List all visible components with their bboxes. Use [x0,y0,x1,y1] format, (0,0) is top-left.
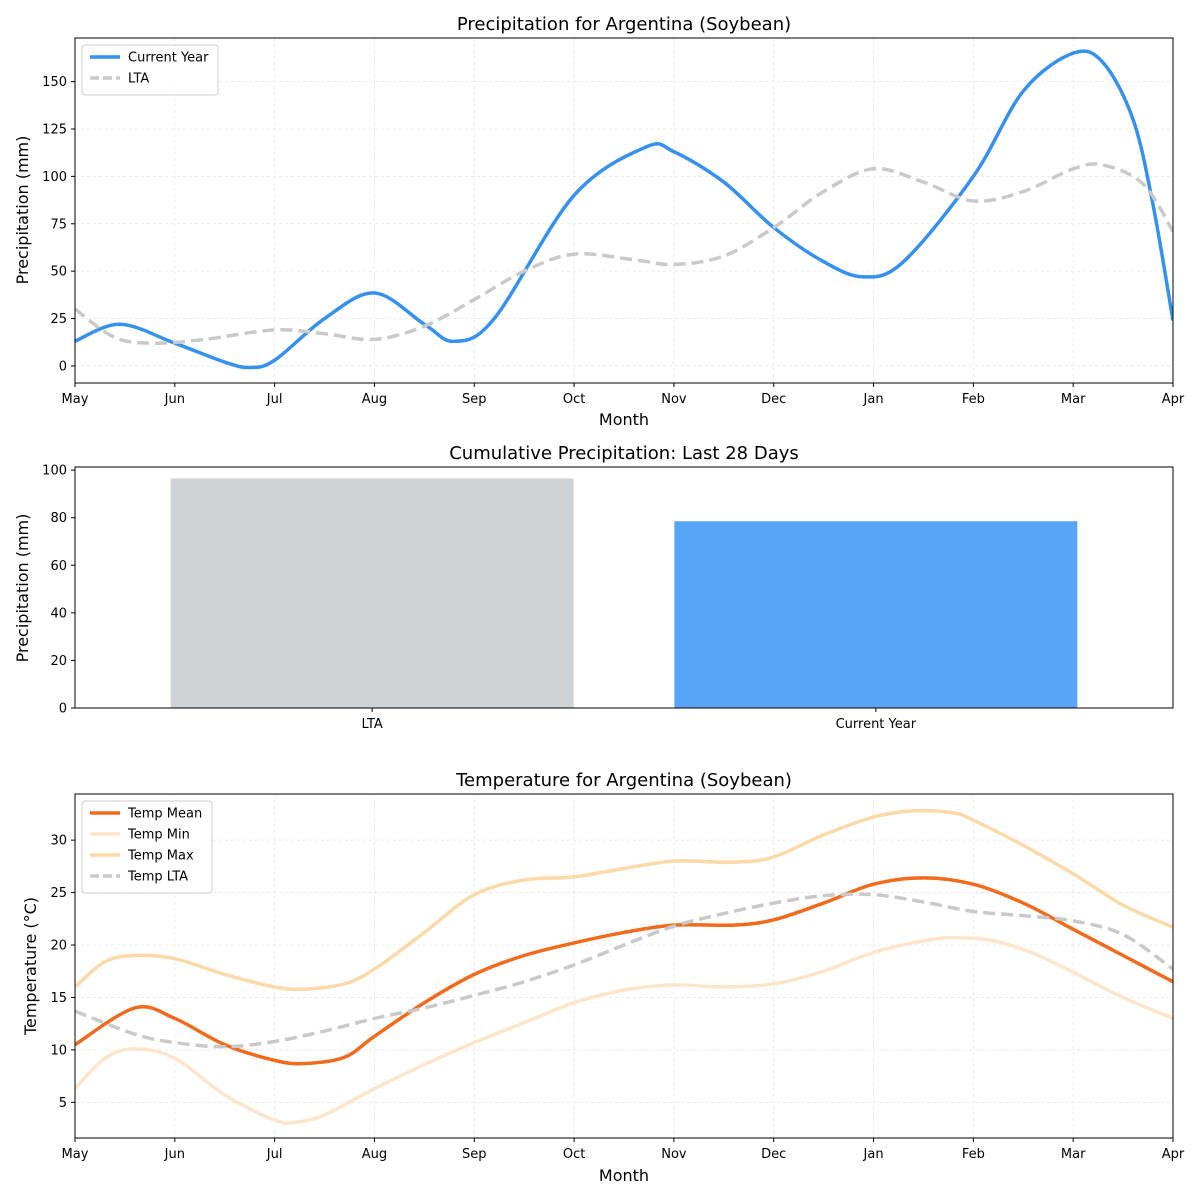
cumulative-y-axis-label: Precipitation (mm) [13,514,32,663]
temperature-x-tick-label-dec: Dec [761,1147,786,1162]
precip-grid [74,38,1174,383]
temperature-x-tick-label-jul: Jul [266,1147,283,1162]
temperature-x-tick-label-may: May [62,1147,89,1162]
temperature-x-tick-label-jan: Jan [863,1147,884,1162]
temperature-x-tick-label-oct: Oct [563,1147,585,1162]
precip-x-ticks: May Jun Jul Aug Sep Oct Nov Dec Jan Feb Mar Apr [62,383,1185,407]
precip-y-axis-label: Precipitation (mm) [13,136,32,285]
temperature-y-axis-label: Temperature (°C) [21,897,40,1036]
precip-y-ticks: 0 25 50 75 100 125 150 [42,75,75,374]
temperature-series-line-temp-mean [75,876,1173,1066]
temperature-x-tick-label-mar: Mar [1061,1147,1086,1162]
temperature-series-line-temp-lta [75,892,1173,1049]
precip-y-tick-label-150: 150 [42,75,67,90]
cumulative-y-tick-label-0: 0 [59,702,67,717]
temperature-y-tick-label-15: 15 [50,991,67,1006]
precip-x-tick-label-feb: Feb [962,392,985,407]
precip-x-tick-label-jun: Jun [164,392,185,407]
temperature-x-axis-label: Month [599,1166,649,1185]
precip-series-line-current-year [75,49,1173,370]
precipitation-line-chart: Precipitation for Argentina (Soybean) Ma… [13,14,1185,429]
temperature-x-tick-label-aug: Aug [362,1147,387,1162]
precip-x-tick-label-oct: Oct [563,392,585,407]
temperature-y-tick-label-25: 25 [50,886,67,901]
temperature-legend-label-temp-min: Temp Min [127,828,190,843]
precip-y-tick-label-100: 100 [42,170,67,185]
temperature-grid [74,794,1174,1138]
temperature-legend-label-temp-max: Temp Max [127,849,194,864]
temperature-x-ticks: May Jun Jul Aug Sep Oct Nov Dec Jan Feb Mar Apr [62,1138,1185,1162]
precip-x-tick-label-aug: Aug [362,392,387,407]
temperature-chart-title: Temperature for Argentina (Soybean) [455,770,792,791]
temperature-y-ticks: 5 10 15 20 25 30 [50,834,75,1111]
precip-y-tick-label-25: 25 [50,312,67,327]
temperature-y-tick-label-30: 30 [50,834,67,849]
precip-x-tick-label-apr: Apr [1162,392,1185,407]
cumulative-y-tick-label-40: 40 [50,606,67,621]
precip-legend: Current Year LTA [81,44,219,96]
cumulative-x-tick-label-current-year: Current Year [836,717,917,732]
cumulative-y-ticks: 0 20 40 60 80 100 [42,464,75,717]
cumulative-bar-chart: Cumulative Precipitation: Last 28 Days L… [13,443,1174,732]
cumulative-bar-lta [170,478,574,708]
temperature-series-line-temp-min [75,935,1173,1126]
precip-legend-label-current-year: Current Year [128,51,209,66]
cumulative-bar-current-year [674,521,1078,708]
precip-series-lines [75,49,1173,370]
temperature-legend-label-temp-lta: Temp LTA [127,870,188,885]
precip-y-tick-label-75: 75 [50,217,67,232]
temperature-x-tick-label-feb: Feb [962,1147,985,1162]
temperature-y-tick-label-20: 20 [50,939,67,954]
cumulative-y-tick-label-100: 100 [42,464,67,479]
temperature-x-tick-label-jun: Jun [164,1147,185,1162]
cumulative-y-tick-label-60: 60 [50,559,67,574]
temperature-legend-box [81,800,213,894]
temperature-y-tick-label-5: 5 [59,1096,67,1111]
precip-y-tick-label-0: 0 [59,359,67,374]
precip-x-tick-label-dec: Dec [761,392,786,407]
precip-x-tick-label-sep: Sep [462,392,487,407]
temperature-y-tick-label-10: 10 [50,1043,67,1058]
temperature-x-tick-label-nov: Nov [661,1147,687,1162]
precip-y-tick-label-50: 50 [50,265,67,280]
temperature-line-chart: Temperature for Argentina (Soybean) May J… [21,770,1185,1185]
temperature-plot-frame [74,793,1174,1139]
temperature-legend-label-temp-mean: Temp Mean [127,807,202,822]
temperature-x-tick-label-apr: Apr [1162,1147,1185,1162]
precip-x-axis-label: Month [599,410,649,429]
cumulative-y-tick-label-20: 20 [50,654,67,669]
cumulative-chart-title: Cumulative Precipitation: Last 28 Days [449,443,799,464]
precip-chart-title: Precipitation for Argentina (Soybean) [457,14,791,35]
precip-x-tick-label-mar: Mar [1061,392,1086,407]
precip-legend-label-lta: LTA [128,72,149,87]
precip-plot-frame [74,37,1174,384]
cumulative-bars [170,478,1078,708]
temperature-series-line-temp-max [75,808,1173,992]
precip-x-tick-label-jan: Jan [863,392,884,407]
precip-series-line-lta [75,162,1173,345]
cumulative-plot-frame [74,466,1174,709]
temperature-series-lines [75,808,1173,1126]
cumulative-x-tick-label-lta: LTA [362,717,383,732]
precip-x-tick-label-jul: Jul [266,392,283,407]
cumulative-x-ticks: LTA Current Year [362,708,917,732]
precip-x-tick-label-may: May [62,392,89,407]
precip-x-tick-label-nov: Nov [661,392,687,407]
temperature-legend: Temp Mean Temp Min Temp Max Temp LTA [81,800,213,894]
precip-y-tick-label-125: 125 [42,122,67,137]
cumulative-y-tick-label-80: 80 [50,511,67,526]
temperature-x-tick-label-sep: Sep [462,1147,487,1162]
